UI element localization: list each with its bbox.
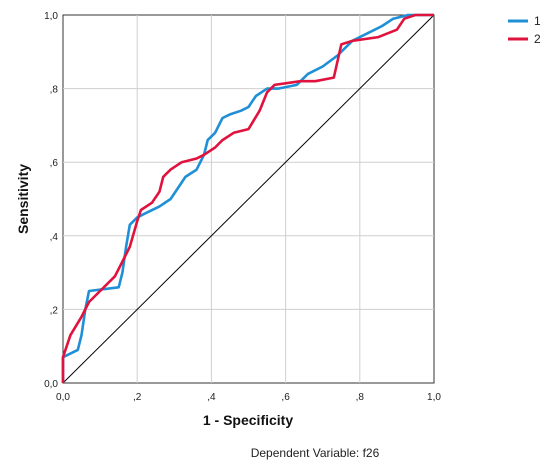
series-lines (61, 13, 434, 383)
y-tick-labels: 0,0 ,2 ,4 ,6 ,8 1,0 (44, 11, 58, 390)
y-tick-label: 1,0 (44, 11, 58, 22)
y-axis-title: Sensitivity (15, 164, 31, 234)
gridlines (63, 15, 434, 383)
x-tick-label: ,2 (133, 392, 142, 403)
legend: 12 (508, 14, 541, 46)
x-tick-label: 0,0 (56, 392, 70, 403)
y-tick-label: ,4 (50, 232, 59, 243)
x-tick-label: ,8 (356, 392, 365, 403)
x-tick-label: ,6 (281, 392, 290, 403)
y-tick-label: ,8 (50, 85, 59, 96)
x-tick-label: ,4 (207, 392, 216, 403)
footnote: Dependent Variable: f26 (251, 446, 380, 460)
x-tick-label: 1,0 (427, 392, 441, 403)
y-tick-label: ,2 (50, 305, 59, 316)
x-axis-title: 1 - Specificity (203, 412, 293, 428)
x-tick-labels: 0,0 ,2 ,4 ,6 ,8 1,0 (56, 392, 441, 403)
legend-label-1: 1 (534, 14, 541, 28)
reference-diagonal-line (62, 14, 435, 384)
y-tick-label: 0,0 (44, 379, 58, 390)
series-line-2 (61, 13, 434, 383)
y-tick-label: ,6 (50, 158, 59, 169)
legend-label-2: 2 (534, 32, 541, 46)
